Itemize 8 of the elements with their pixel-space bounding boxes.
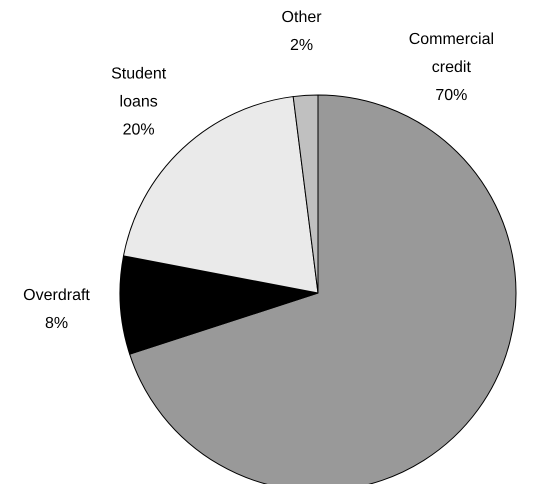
slice-label: Commercial credit [408, 30, 494, 76]
data-label: 20% [122, 122, 155, 139]
slice-label: Student loans [111, 66, 167, 111]
data-label: 2% [290, 37, 314, 54]
slice-label: Other [282, 9, 322, 26]
slice-label: Overdraft [23, 286, 90, 304]
data-label: 70% [435, 86, 468, 104]
data-label: 8% [44, 314, 68, 332]
